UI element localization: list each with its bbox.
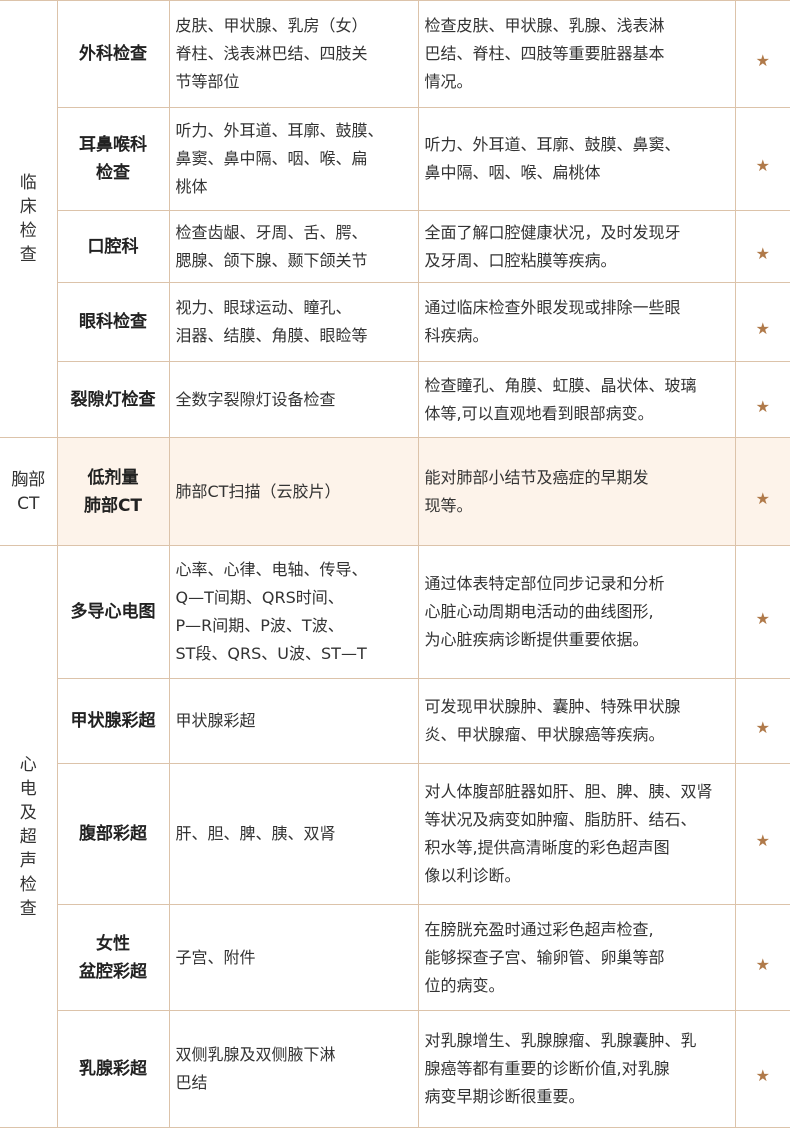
item-content: 肺部CT扫描（云胶片）: [168, 437, 419, 546]
star-icon: ★: [734, 210, 790, 283]
item-content: 听力、外耳道、耳廓、鼓膜、 鼻窦、鼻中隔、咽、喉、扁 桃体: [168, 107, 419, 211]
star-icon: ★: [734, 107, 790, 211]
category-cell: 胸部 CT: [0, 437, 58, 546]
item-content: 视力、眼球运动、瞳孔、 泪器、结膜、角膜、眼睑等: [168, 282, 419, 362]
table-row: 心 电 及 超 声 检 查多导心电图 心率、心律、电轴、传导、 Q—T间期、QRS…: [0, 545, 790, 1128]
star-icon: ★: [734, 545, 790, 679]
star-icon: ★: [734, 282, 790, 362]
table-row: 腹部彩超 肝、胆、脾、胰、双肾 对人体腹部脏器如肝、胆、脾、胰、双肾 等状况及病变如…: [0, 763, 790, 905]
table-row: 口腔科 检查齿龈、牙周、舌、腭、 腮腺、颌下腺、颞下颌关节 全面了解口腔健康状况，及…: [0, 210, 790, 283]
table-row: 眼科检查 视力、眼球运动、瞳孔、 泪器、结膜、角膜、眼睑等 通过临床检查外眼发现或排…: [0, 282, 790, 362]
item-meaning: 对乳腺增生、乳腺腺瘤、乳腺囊肿、乳 腺癌等都有重要的诊断价值,对乳腺 病变早期诊…: [417, 1010, 736, 1128]
table-row: 临 床 检 查外科检查 皮肤、甲状腺、乳房（女） 脊柱、浅表淋巴结、四肢关 节等部…: [0, 0, 790, 438]
item-content: 子宫、附件: [168, 904, 419, 1011]
item-meaning: 全面了解口腔健康状况，及时发现牙 及牙周、口腔粘膜等疾病。: [417, 210, 736, 283]
item-name: 乳腺彩超: [57, 1010, 170, 1128]
star-icon: ★: [734, 678, 790, 764]
item-name: 多导心电图: [56, 545, 170, 679]
item-content: 全数字裂隙灯设备检查: [168, 361, 419, 438]
item-name: 腹部彩超: [57, 763, 170, 905]
item-meaning: 通过体表特定部位同步记录和分析 心脏心动周期电活动的曲线图形, 为心脏疾病诊断提…: [417, 545, 736, 679]
item-content: 皮肤、甲状腺、乳房（女） 脊柱、浅表淋巴结、四肢关 节等部位: [168, 0, 419, 108]
item-meaning: 可发现甲状腺肿、囊肿、特殊甲状腺 炎、甲状腺瘤、甲状腺癌等疾病。: [417, 678, 736, 764]
category-cell: 心 电 及 超 声 检 查: [0, 545, 58, 1128]
table-row: 乳腺彩超 双侧乳腺及双侧腋下淋 巴结 对乳腺增生、乳腺腺瘤、乳腺囊肿、乳 腺癌等都有…: [0, 1010, 790, 1128]
star-icon: ★: [734, 0, 790, 108]
table-row: 胸部 CT 低剂量 肺部CT 肺部CT扫描（云胶片） 能对肺部小结节及癌症的早期发 现…: [0, 437, 790, 546]
category-cell: 临 床 检 查: [0, 0, 58, 438]
item-content: 甲状腺彩超: [168, 678, 419, 764]
table-row: 耳鼻喉科 检查 听力、外耳道、耳廓、鼓膜、 鼻窦、鼻中隔、咽、喉、扁 桃体 听力、外…: [0, 107, 790, 211]
item-meaning: 检查皮肤、甲状腺、乳腺、浅表淋 巴结、脊柱、四肢等重要脏器基本 情况。: [417, 0, 736, 108]
star-icon: ★: [734, 1010, 790, 1128]
item-content: 心率、心律、电轴、传导、 Q—T间期、QRS时间、 P—R间期、P波、T波、 S…: [168, 545, 419, 679]
item-name: 低剂量 肺部CT: [56, 437, 170, 546]
item-meaning: 在膀胱充盈时通过彩色超声检查, 能够探查子宫、输卵管、卵巢等部 位的病变。: [417, 904, 736, 1011]
item-name: 裂隙灯检查: [57, 361, 170, 438]
item-name: 外科检查: [56, 0, 170, 108]
star-icon: ★: [734, 361, 790, 438]
item-meaning: 检查瞳孔、角膜、虹膜、晶状体、玻璃 体等,可以直观地看到眼部病变。: [417, 361, 736, 438]
item-meaning: 听力、外耳道、耳廓、鼓膜、鼻窦、 鼻中隔、咽、喉、扁桃体: [417, 107, 736, 211]
item-content: 双侧乳腺及双侧腋下淋 巴结: [168, 1010, 419, 1128]
star-icon: ★: [734, 763, 790, 905]
item-name: 口腔科: [57, 210, 170, 283]
item-name: 眼科检查: [57, 282, 170, 362]
item-name: 女性 盆腔彩超: [57, 904, 170, 1011]
item-content: 肝、胆、脾、胰、双肾: [168, 763, 419, 905]
item-meaning: 能对肺部小结节及癌症的早期发 现等。: [417, 437, 736, 546]
item-content: 检查齿龈、牙周、舌、腭、 腮腺、颌下腺、颞下颌关节: [168, 210, 419, 283]
table-row: 裂隙灯检查 全数字裂隙灯设备检查 检查瞳孔、角膜、虹膜、晶状体、玻璃 体等,可以直观…: [0, 361, 790, 438]
star-icon: ★: [734, 437, 790, 546]
item-name: 甲状腺彩超: [57, 678, 170, 764]
item-meaning: 对人体腹部脏器如肝、胆、脾、胰、双肾 等状况及病变如肿瘤、脂肪肝、结石、 积水等…: [417, 763, 736, 905]
star-icon: ★: [734, 904, 790, 1011]
item-meaning: 通过临床检查外眼发现或排除一些眼 科疾病。: [417, 282, 736, 362]
table-row: 甲状腺彩超 甲状腺彩超 可发现甲状腺肿、囊肿、特殊甲状腺 炎、甲状腺瘤、甲状腺癌等疾…: [0, 678, 790, 764]
item-name: 耳鼻喉科 检查: [57, 107, 170, 211]
table-row: 女性 盆腔彩超 子宫、附件 在膀胱充盈时通过彩色超声检查, 能够探查子宫、输卵管、卵…: [0, 904, 790, 1011]
